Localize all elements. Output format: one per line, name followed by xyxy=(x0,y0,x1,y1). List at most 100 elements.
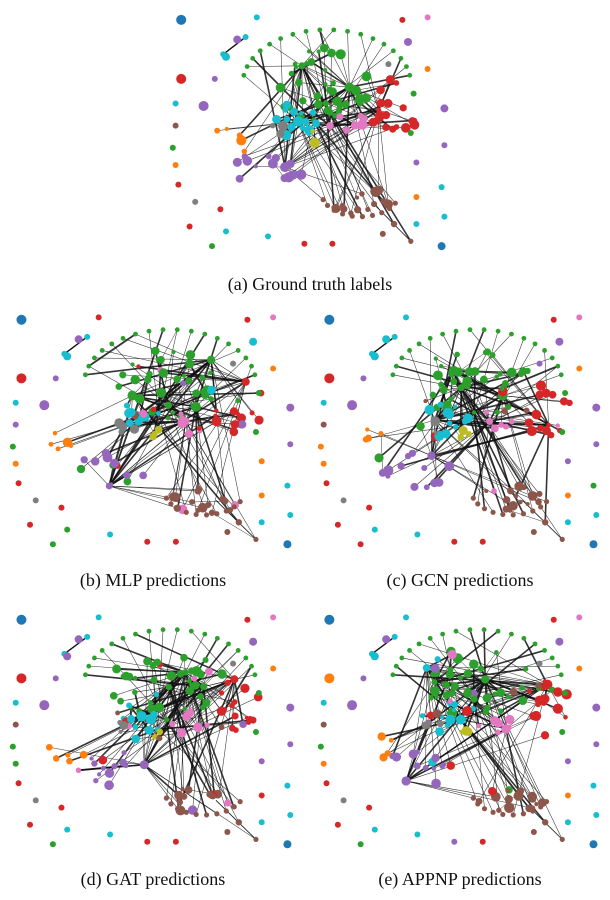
graph-node-red xyxy=(376,98,385,108)
graph-node-brown xyxy=(521,484,527,491)
isolated-node-cyan xyxy=(249,337,258,346)
graph-node-green xyxy=(336,102,344,109)
graph-node-cyan xyxy=(136,711,147,722)
graph-edge xyxy=(391,667,428,757)
graph-node-cyan xyxy=(289,107,299,116)
isolated-node-red xyxy=(58,504,65,511)
graph-edge xyxy=(523,637,549,686)
graph-node-pink xyxy=(177,728,187,738)
graph-node-green xyxy=(99,348,105,353)
graph-node-green xyxy=(214,635,220,641)
graph-node-purple xyxy=(408,449,416,457)
graph-node-green xyxy=(202,698,211,707)
graph-node-red xyxy=(214,408,219,413)
graph-node-green xyxy=(330,80,336,86)
isolated-node-cyan xyxy=(438,184,445,191)
graph-node-purple xyxy=(280,174,289,183)
graph-node-green xyxy=(117,697,125,705)
isolated-node-purple xyxy=(39,400,50,411)
graph-node-brown xyxy=(559,536,565,542)
graph-node-cyan xyxy=(444,723,450,729)
graph-node-red xyxy=(382,111,391,120)
graph-edge xyxy=(157,729,241,802)
graph-node-brown xyxy=(193,811,199,818)
graph-edge xyxy=(347,31,350,88)
graph-node-green xyxy=(463,669,473,678)
graph-node-brown xyxy=(518,499,523,505)
graph-node-orange xyxy=(384,750,391,757)
isolated-node-purple xyxy=(39,700,50,711)
isolated-node-cyan xyxy=(413,221,420,228)
graph-node-red xyxy=(230,675,239,684)
graph-node-green xyxy=(495,628,501,634)
graph-node-green xyxy=(199,374,206,381)
graph-node-red xyxy=(231,712,239,720)
graph-node-brown xyxy=(481,506,488,512)
graph-node-brown xyxy=(253,536,259,542)
isolated-node-green xyxy=(255,389,262,396)
isolated-node-red xyxy=(244,616,251,623)
isolated-node-cyan xyxy=(258,819,265,826)
graph-node-brown xyxy=(320,197,326,203)
graph-node-green xyxy=(160,327,166,333)
graph-edge xyxy=(148,331,159,414)
graph-node-purple xyxy=(423,484,430,491)
graph-edge xyxy=(122,374,246,383)
graph-node-cyan xyxy=(207,385,216,395)
graph-node-red xyxy=(563,714,568,720)
graph-node-green xyxy=(500,386,505,392)
graph-node-green xyxy=(123,477,132,486)
graph-node-green xyxy=(440,631,446,637)
graph-node-gray xyxy=(118,729,123,734)
graph-edge xyxy=(522,370,550,426)
graph-node-brown xyxy=(520,811,527,817)
graph-node-brown xyxy=(520,511,527,517)
graph-node-green xyxy=(249,663,254,669)
isolated-node-purple xyxy=(287,741,294,748)
graph-node-pink xyxy=(169,720,176,728)
graph-edge xyxy=(503,365,559,390)
graph-node-green xyxy=(147,699,153,706)
isolated-node-cyan xyxy=(320,399,327,406)
graph-node-green xyxy=(197,693,204,700)
graph-node-green xyxy=(120,635,126,641)
graph-node-cyan xyxy=(242,34,249,41)
graph-node-red xyxy=(224,679,231,686)
graph-node-cyan xyxy=(153,691,159,698)
isolated-node-cyan xyxy=(590,782,597,789)
graph-node-brown xyxy=(513,790,524,801)
graph-node-brown xyxy=(331,207,337,213)
graph-node-brown xyxy=(183,809,189,815)
graph-edge xyxy=(367,429,432,456)
isolated-node-cyan xyxy=(564,519,571,526)
isolated-node-brown xyxy=(224,529,231,536)
graph-node-green xyxy=(292,61,298,67)
graph-node-brown xyxy=(340,211,346,217)
isolated-node-purple xyxy=(360,675,367,682)
isolated-node-red xyxy=(334,521,341,528)
graph-node-green xyxy=(354,94,365,105)
graph-node-pink xyxy=(184,429,194,439)
graph-node-red xyxy=(385,75,395,85)
graph-node-pink xyxy=(508,418,515,425)
graph-edge xyxy=(211,512,257,540)
graph-node-green xyxy=(188,628,194,634)
graph-node-purple xyxy=(286,159,295,169)
graph-node-pink xyxy=(75,767,82,774)
graph-node-green xyxy=(439,386,448,394)
graph-node-green xyxy=(173,375,181,383)
graph-node-green xyxy=(501,380,509,387)
graph-node-red xyxy=(249,410,255,416)
graph-edge xyxy=(142,421,187,476)
graph-node-brown xyxy=(231,504,237,510)
isolated-node-blue xyxy=(589,540,598,549)
graph-node-gray xyxy=(114,418,124,428)
graph-node-purple xyxy=(235,174,244,183)
graph-edge xyxy=(368,421,490,439)
graph-node-green xyxy=(497,371,503,377)
graph-node-pink xyxy=(336,113,344,121)
isolated-node-red xyxy=(479,838,486,845)
isolated-node-pink xyxy=(576,614,583,621)
isolated-node-red xyxy=(366,804,373,811)
graph-node-green xyxy=(331,27,337,33)
